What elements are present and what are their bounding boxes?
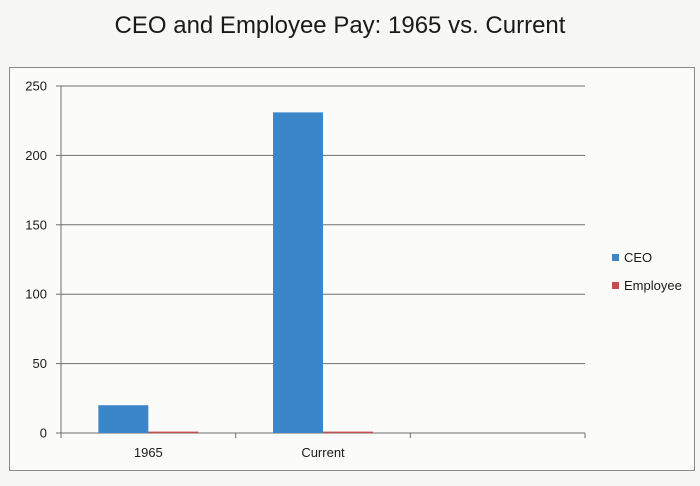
legend: CEO Employee	[612, 247, 682, 303]
bar-ceo-1965	[98, 405, 149, 433]
y-tick-label-0: 0	[40, 426, 47, 441]
legend-item-ceo: CEO	[612, 247, 682, 267]
y-tick-label-50: 50	[33, 356, 47, 371]
y-tick-label-100: 100	[25, 287, 47, 302]
bar-ceo-current	[273, 112, 323, 433]
chart-frame	[9, 67, 695, 471]
legend-label-ceo: CEO	[624, 249, 653, 265]
x-tick-label-1965: 1965	[134, 445, 163, 460]
legend-swatch-employee	[612, 281, 619, 289]
y-tick-label-150: 150	[25, 217, 47, 232]
x-tick-label-current: Current	[301, 445, 345, 460]
bar-employee-1965	[148, 431, 199, 434]
bar-employee-current	[323, 431, 373, 434]
legend-label-employee: Employee	[624, 277, 682, 293]
legend-swatch-ceo	[612, 253, 619, 261]
y-tick-label-250: 250	[25, 79, 47, 94]
y-tick-label-200: 200	[25, 148, 47, 163]
chart-title: CEO and Employee Pay: 1965 vs. Current	[114, 12, 566, 39]
legend-item-employee: Employee	[612, 275, 682, 295]
